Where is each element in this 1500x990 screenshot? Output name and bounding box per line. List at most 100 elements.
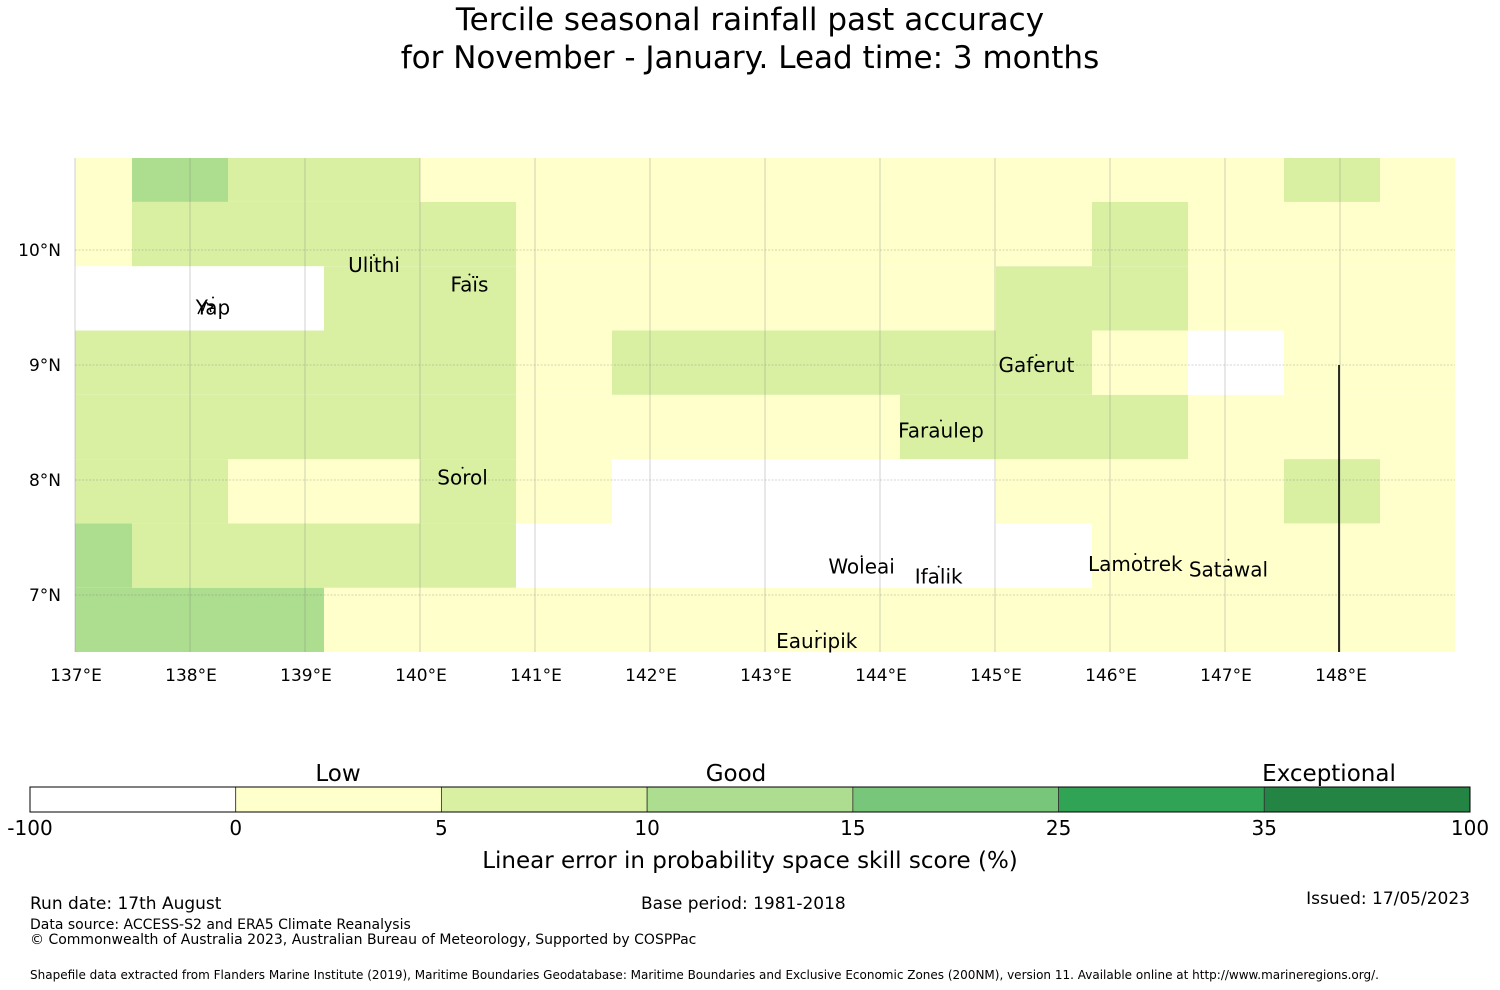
colorbar-segment	[235, 786, 442, 813]
lon-tick-label: 143°E	[740, 666, 792, 686]
grid-cell	[1284, 330, 1380, 395]
lon-tick-label: 139°E	[280, 666, 332, 686]
grid-cell	[420, 394, 516, 460]
grid-cell	[612, 201, 708, 267]
grid-cell	[516, 587, 612, 652]
issued-date: Issued: 17/05/2023	[1306, 889, 1470, 909]
colorbar-tick-label: 5	[435, 816, 448, 840]
grid-cell	[1188, 459, 1284, 524]
place-label: Woleai	[828, 554, 895, 578]
grid-cell	[1092, 587, 1188, 652]
grid-cell	[708, 394, 804, 460]
grid-cell	[900, 158, 996, 202]
place-label: Ulithi	[348, 253, 400, 277]
grid-cell	[708, 330, 804, 395]
island-dot	[373, 253, 375, 256]
grid-cell	[900, 201, 996, 267]
grid-cell	[1092, 266, 1188, 331]
place-label: Sorol	[437, 466, 488, 490]
island-dot	[212, 296, 214, 299]
grid-cell	[1284, 201, 1380, 267]
grid-cell	[612, 459, 708, 524]
colorbar-tick-label: 0	[229, 816, 242, 840]
grid-cell	[324, 158, 420, 202]
grid-cell	[1188, 523, 1284, 588]
place-label: Gaferut	[998, 353, 1074, 377]
grid-cell	[1380, 394, 1455, 460]
grid-cell	[804, 330, 900, 395]
grid-cell	[324, 330, 420, 395]
lat-tick-label: 8°N	[29, 471, 61, 491]
grid-cell	[996, 266, 1092, 331]
grid-cell	[612, 587, 708, 652]
grid-cell	[1284, 394, 1380, 460]
place-labels: Ulithi Faïs Yap Gaferut Faraulep Sorol Woleai I…	[195, 253, 1268, 653]
grid-cell	[1380, 587, 1455, 652]
grid-cell	[420, 158, 516, 202]
colorbar-segment	[852, 786, 1059, 813]
lon-tick-label: 137°E	[50, 666, 102, 686]
grid-cell	[804, 158, 900, 202]
grid-cell	[420, 266, 516, 331]
grid-cell	[1092, 330, 1188, 395]
grid-cell	[996, 394, 1092, 460]
lon-tick-label: 147°E	[1200, 666, 1252, 686]
place-label: Yap	[195, 296, 230, 320]
grid-cell	[1092, 394, 1188, 460]
grid-cell	[612, 266, 708, 331]
shapefile-credit: Shapefile data extracted from Flanders M…	[30, 968, 1379, 982]
colorbar-tick-label: 35	[1252, 816, 1277, 840]
grid-cell	[132, 266, 228, 331]
grid-cell	[516, 523, 612, 588]
grid-cell	[420, 459, 516, 524]
grid-cell	[900, 459, 996, 524]
place-label: Satawal	[1189, 558, 1268, 582]
grid-cell	[1188, 587, 1284, 652]
grid-cell	[324, 266, 420, 331]
grid-cell	[900, 266, 996, 331]
island-dot	[815, 630, 818, 632]
grid-cell	[516, 394, 612, 460]
grid-cell	[1092, 459, 1188, 524]
grid-cell	[1188, 201, 1284, 267]
grid-cell	[804, 523, 900, 588]
run-date: Run date: 17th August	[30, 894, 222, 914]
island-dot	[1035, 354, 1038, 356]
grid-cell	[516, 158, 612, 202]
lat-tick-label: 9°N	[29, 356, 61, 376]
grid-cell	[900, 523, 996, 588]
grid-cell	[228, 330, 324, 395]
island-dot	[1227, 558, 1230, 561]
grid-cell	[132, 587, 228, 652]
colorbar-frame	[29, 786, 1471, 813]
place-label: Eauripik	[776, 629, 858, 653]
skill-grid	[75, 158, 1455, 652]
grid-cell	[1284, 587, 1380, 652]
grid-cell	[1188, 394, 1284, 460]
grid-cell	[75, 330, 132, 395]
grid-cell	[1380, 201, 1455, 267]
grid-cell	[516, 201, 612, 267]
grid-cell	[324, 201, 420, 267]
grid-cell	[708, 266, 804, 331]
category-label: Exceptional	[1262, 761, 1396, 787]
colorbar: -100 0 5 10 15 25 35 100 Low Good Exceptional Linea…	[7, 761, 1489, 874]
colorbar-segment	[1263, 786, 1471, 813]
grid-cell	[1284, 523, 1380, 588]
grid-cell	[75, 459, 132, 524]
grid-cell	[75, 523, 132, 588]
grid-cell	[75, 587, 132, 652]
grid-cell	[516, 266, 612, 331]
grid-cell	[804, 266, 900, 331]
grid-cell	[708, 523, 804, 588]
grid-cell	[75, 158, 132, 202]
place-label: Faïs	[450, 273, 488, 297]
grid-cell	[132, 459, 228, 524]
grid-cell	[75, 394, 132, 460]
lat-tick-label: 10°N	[18, 241, 61, 261]
grid-cell	[324, 587, 420, 652]
grid-cell	[900, 394, 996, 460]
grid-cell	[1092, 158, 1188, 202]
copyright: © Commonwealth of Australia 2023, Austra…	[30, 932, 697, 948]
